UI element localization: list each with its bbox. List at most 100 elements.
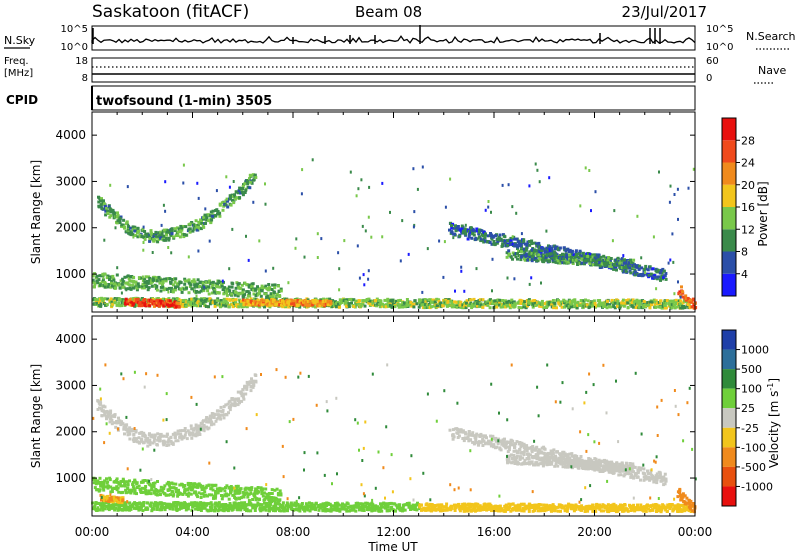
heatmap-cell (664, 301, 668, 305)
heatmap-cell (610, 266, 614, 270)
heatmap-cell (615, 461, 619, 465)
heatmap-cell (177, 227, 181, 231)
heatmap-cell (612, 263, 616, 266)
heatmap-cell (148, 239, 152, 243)
date-title: 23/Jul/2017 (622, 3, 707, 21)
heatmap-cell (186, 494, 190, 498)
heatmap-cell (522, 302, 526, 306)
heatmap-cell (276, 300, 280, 304)
heatmap-cell (109, 214, 113, 218)
heatmap-cell (396, 302, 400, 306)
heatmap-cell (626, 305, 630, 309)
heatmap-cell (536, 452, 540, 456)
heatmap-cell (518, 244, 522, 248)
heatmap-cell (126, 483, 130, 487)
heatmap-cell (470, 433, 474, 437)
heatmap-cell (555, 450, 559, 454)
heatmap-cell (184, 304, 188, 308)
heatmap-cell (658, 271, 662, 275)
heatmap-cell (531, 299, 535, 303)
heatmap-cell (575, 454, 579, 458)
heatmap-cell (562, 452, 566, 456)
heatmap-cell (680, 285, 683, 289)
heatmap-cell (643, 267, 646, 271)
heatmap-cell (533, 301, 537, 305)
heatmap-cell (219, 305, 222, 309)
heatmap-cell (450, 230, 454, 234)
heatmap-cell (610, 460, 614, 464)
heatmap-cell (515, 440, 519, 444)
heatmap-cell (137, 484, 141, 488)
heatmap-cell (332, 303, 336, 307)
heatmap-cell (534, 461, 538, 465)
heatmap-cell (267, 283, 271, 286)
heatmap-cell (103, 282, 107, 286)
heatmap-cell (591, 253, 595, 257)
heatmap-cell (96, 399, 100, 403)
heatmap-cell (201, 484, 205, 488)
heatmap-cell (579, 460, 583, 464)
heatmap-cell (509, 255, 513, 259)
heatmap-cell (300, 301, 304, 305)
heatmap-cell (350, 301, 353, 305)
heatmap-cell (552, 448, 556, 452)
heatmap-cell (162, 228, 166, 232)
heatmap-cell (126, 185, 129, 189)
heatmap-cell (264, 292, 268, 296)
heatmap-cell (197, 482, 201, 486)
heatmap-cell (199, 218, 203, 222)
heatmap-cell (469, 298, 473, 302)
heatmap-cell (471, 431, 475, 435)
heatmap-cell (113, 286, 117, 290)
heatmap-cell (141, 303, 145, 307)
heatmap-cell (496, 239, 500, 243)
heatmap-cell (241, 185, 245, 188)
heatmap-cell (636, 265, 640, 269)
heatmap-cell (606, 259, 610, 263)
heatmap-cell (216, 283, 220, 286)
heatmap-cell (547, 301, 551, 305)
heatmap-cell (143, 286, 147, 290)
heatmap-cell (523, 458, 527, 462)
heatmap-cell (660, 479, 664, 483)
heatmap-cell (580, 254, 584, 258)
heatmap-cell (477, 232, 481, 236)
heatmap-cell (536, 168, 539, 172)
heatmap-cell (622, 254, 625, 258)
heatmap-cell (132, 302, 135, 306)
heatmap-cell (234, 301, 238, 305)
heatmap-cell (614, 263, 618, 267)
heatmap-cell (570, 252, 574, 256)
heatmap-cell (93, 486, 97, 490)
heatmap-cell (503, 240, 507, 244)
heatmap-cell (554, 260, 558, 264)
heatmap-cell (613, 209, 616, 213)
heatmap-cell (268, 492, 271, 495)
heatmap-cell (429, 298, 432, 302)
heatmap-cell (141, 490, 145, 494)
heatmap-cell (496, 237, 500, 241)
heatmap-cell (196, 282, 200, 286)
heatmap-cell (129, 491, 133, 495)
heatmap-cell (487, 439, 490, 443)
heatmap-cell (227, 285, 231, 289)
heatmap-cell (620, 461, 624, 465)
heatmap-cell (530, 252, 534, 255)
heatmap-cell (139, 489, 143, 493)
heatmap-cell (507, 448, 511, 452)
heatmap-cell (264, 495, 268, 499)
heatmap-cell (242, 493, 246, 497)
heatmap-cell (97, 195, 100, 199)
heatmap-cell (664, 272, 668, 275)
heatmap-cell (493, 299, 497, 303)
heatmap-cell (201, 302, 205, 305)
heatmap-cell (151, 441, 155, 445)
heatmap-cell (570, 459, 574, 462)
heatmap-cell (116, 211, 119, 215)
heatmap-cell (600, 262, 604, 266)
heatmap-cell (215, 189, 218, 193)
heatmap-cell (133, 491, 137, 495)
heatmap-cell (558, 246, 562, 250)
heatmap-cell (559, 456, 563, 460)
heatmap-cell (421, 303, 425, 307)
